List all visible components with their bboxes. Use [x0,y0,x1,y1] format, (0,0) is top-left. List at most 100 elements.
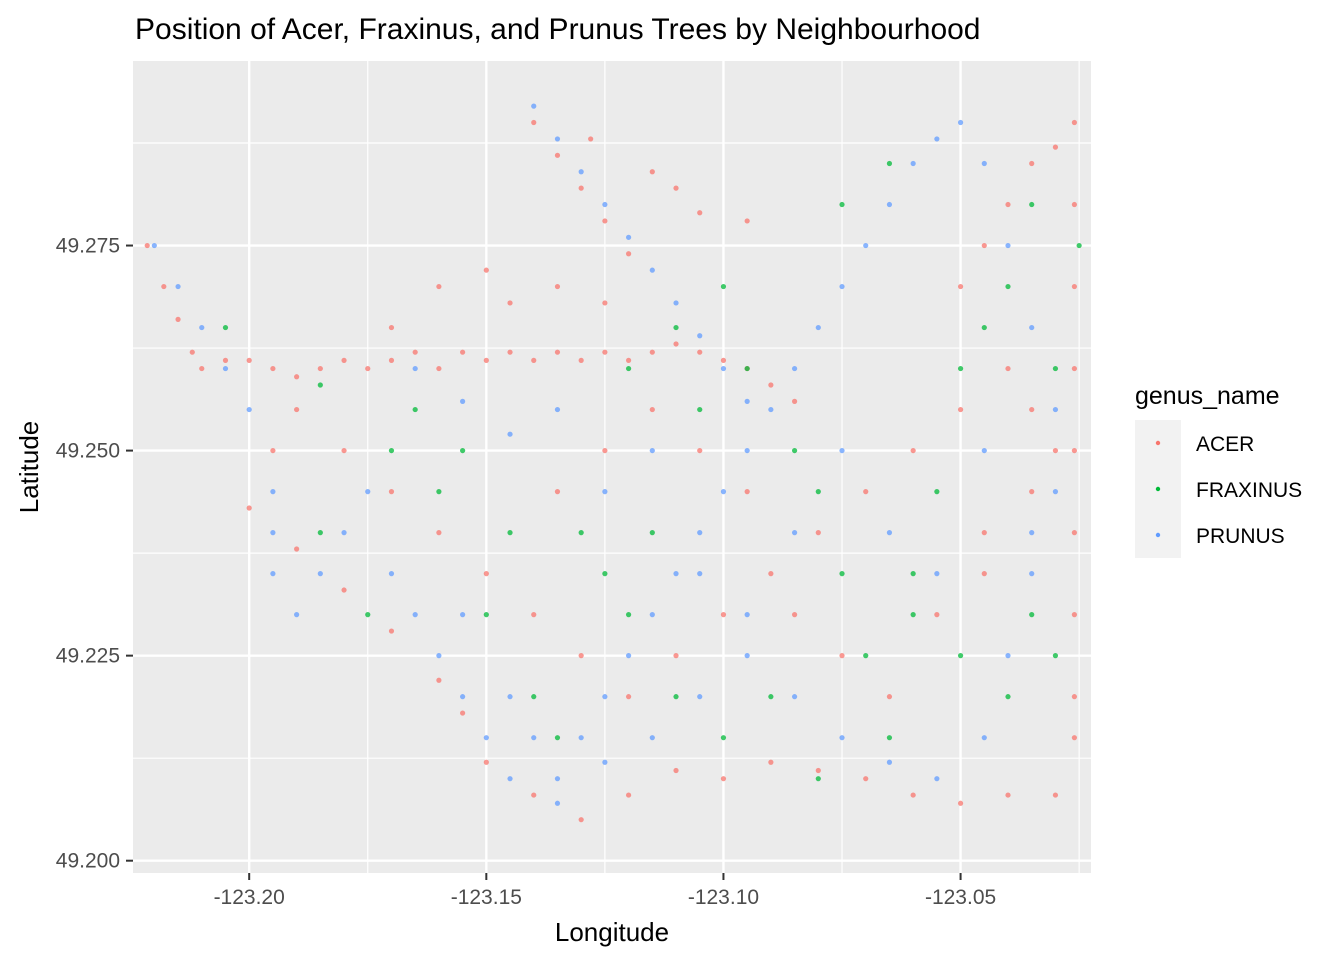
data-point [554,152,561,158]
y-tick-label: 49.200 [56,850,120,873]
data-point [554,489,561,495]
data-point [578,169,584,175]
data-point [388,357,395,363]
data-point [531,612,537,618]
data-point [1071,365,1078,372]
data-point [365,489,371,495]
data-point [483,735,489,741]
data-point [602,571,608,577]
data-point [1029,530,1035,536]
data-point [1005,694,1011,700]
data-point [697,349,703,355]
data-point [981,242,987,249]
data-point [1071,119,1078,126]
data-point [697,530,703,536]
data-point [1052,653,1059,659]
data-point [602,447,608,454]
data-point [839,447,845,454]
data-point [341,530,347,536]
data-point [483,571,489,577]
data-point [436,677,442,683]
data-point [602,300,608,306]
legend-key-fraxinus [1155,486,1161,492]
data-point [957,283,964,290]
data-point [934,571,940,577]
data-point [981,530,987,536]
data-point [246,505,252,511]
data-point [412,365,418,372]
data-point [791,694,798,700]
data-point [578,357,584,363]
legend-title: genus_name [1135,382,1280,410]
data-point [578,817,584,823]
data-point [815,324,821,331]
data-point [270,530,276,536]
data-point [388,324,395,331]
data-points [144,103,1082,823]
data-point [744,218,750,224]
data-point [839,653,845,659]
data-point [791,530,798,536]
data-point [649,267,655,273]
data-point [317,365,323,372]
data-point [270,571,276,577]
data-point [981,447,987,454]
data-point [673,324,679,331]
data-point [1029,571,1035,577]
series-acer [144,119,1078,823]
data-point [910,447,916,454]
data-point [270,489,276,495]
data-point [744,447,750,454]
data-point [1005,242,1011,249]
data-point [791,365,798,372]
legend-label-fraxinus: FRAXINUS [1196,479,1302,502]
data-point [531,103,537,109]
data-point [175,316,181,322]
data-point [768,571,774,577]
data-point [436,365,442,372]
data-point [144,242,150,249]
data-point [199,324,205,331]
data-point [1052,792,1059,798]
data-point [720,283,727,290]
data-point [697,210,703,216]
y-tick-label: 49.250 [56,440,120,463]
y-tick-label: 49.275 [56,235,120,258]
data-point [460,349,466,355]
data-point [839,735,845,741]
data-point [460,694,466,700]
x-tick-label: -123.20 [214,886,285,909]
data-point [720,612,727,618]
data-point [1071,283,1078,290]
data-point [1071,201,1078,208]
data-point [199,365,205,372]
data-point [649,406,655,413]
y-axis-title: Latitude [14,421,44,514]
data-point [744,365,750,372]
data-point [697,406,703,413]
data-point [1071,735,1078,741]
data-point [294,406,300,413]
data-point [507,349,513,355]
data-point [649,169,655,175]
data-point [531,694,537,700]
data-point [1076,242,1082,249]
data-point [554,349,561,355]
data-point [957,365,964,372]
legend-label-acer: ACER [1196,433,1254,456]
x-axis-title: Longitude [555,917,669,947]
data-point [673,571,679,577]
data-point [744,489,750,495]
data-point [554,136,561,142]
data-point [222,324,229,331]
data-point [554,283,561,290]
data-point [1005,792,1011,798]
data-point [483,612,489,618]
data-point [815,489,821,495]
data-point [1029,324,1035,331]
legend-label-prunus: PRUNUS [1196,525,1285,548]
data-point [222,365,229,372]
data-point [1005,365,1011,372]
data-point [1052,447,1059,454]
data-point [673,653,679,659]
